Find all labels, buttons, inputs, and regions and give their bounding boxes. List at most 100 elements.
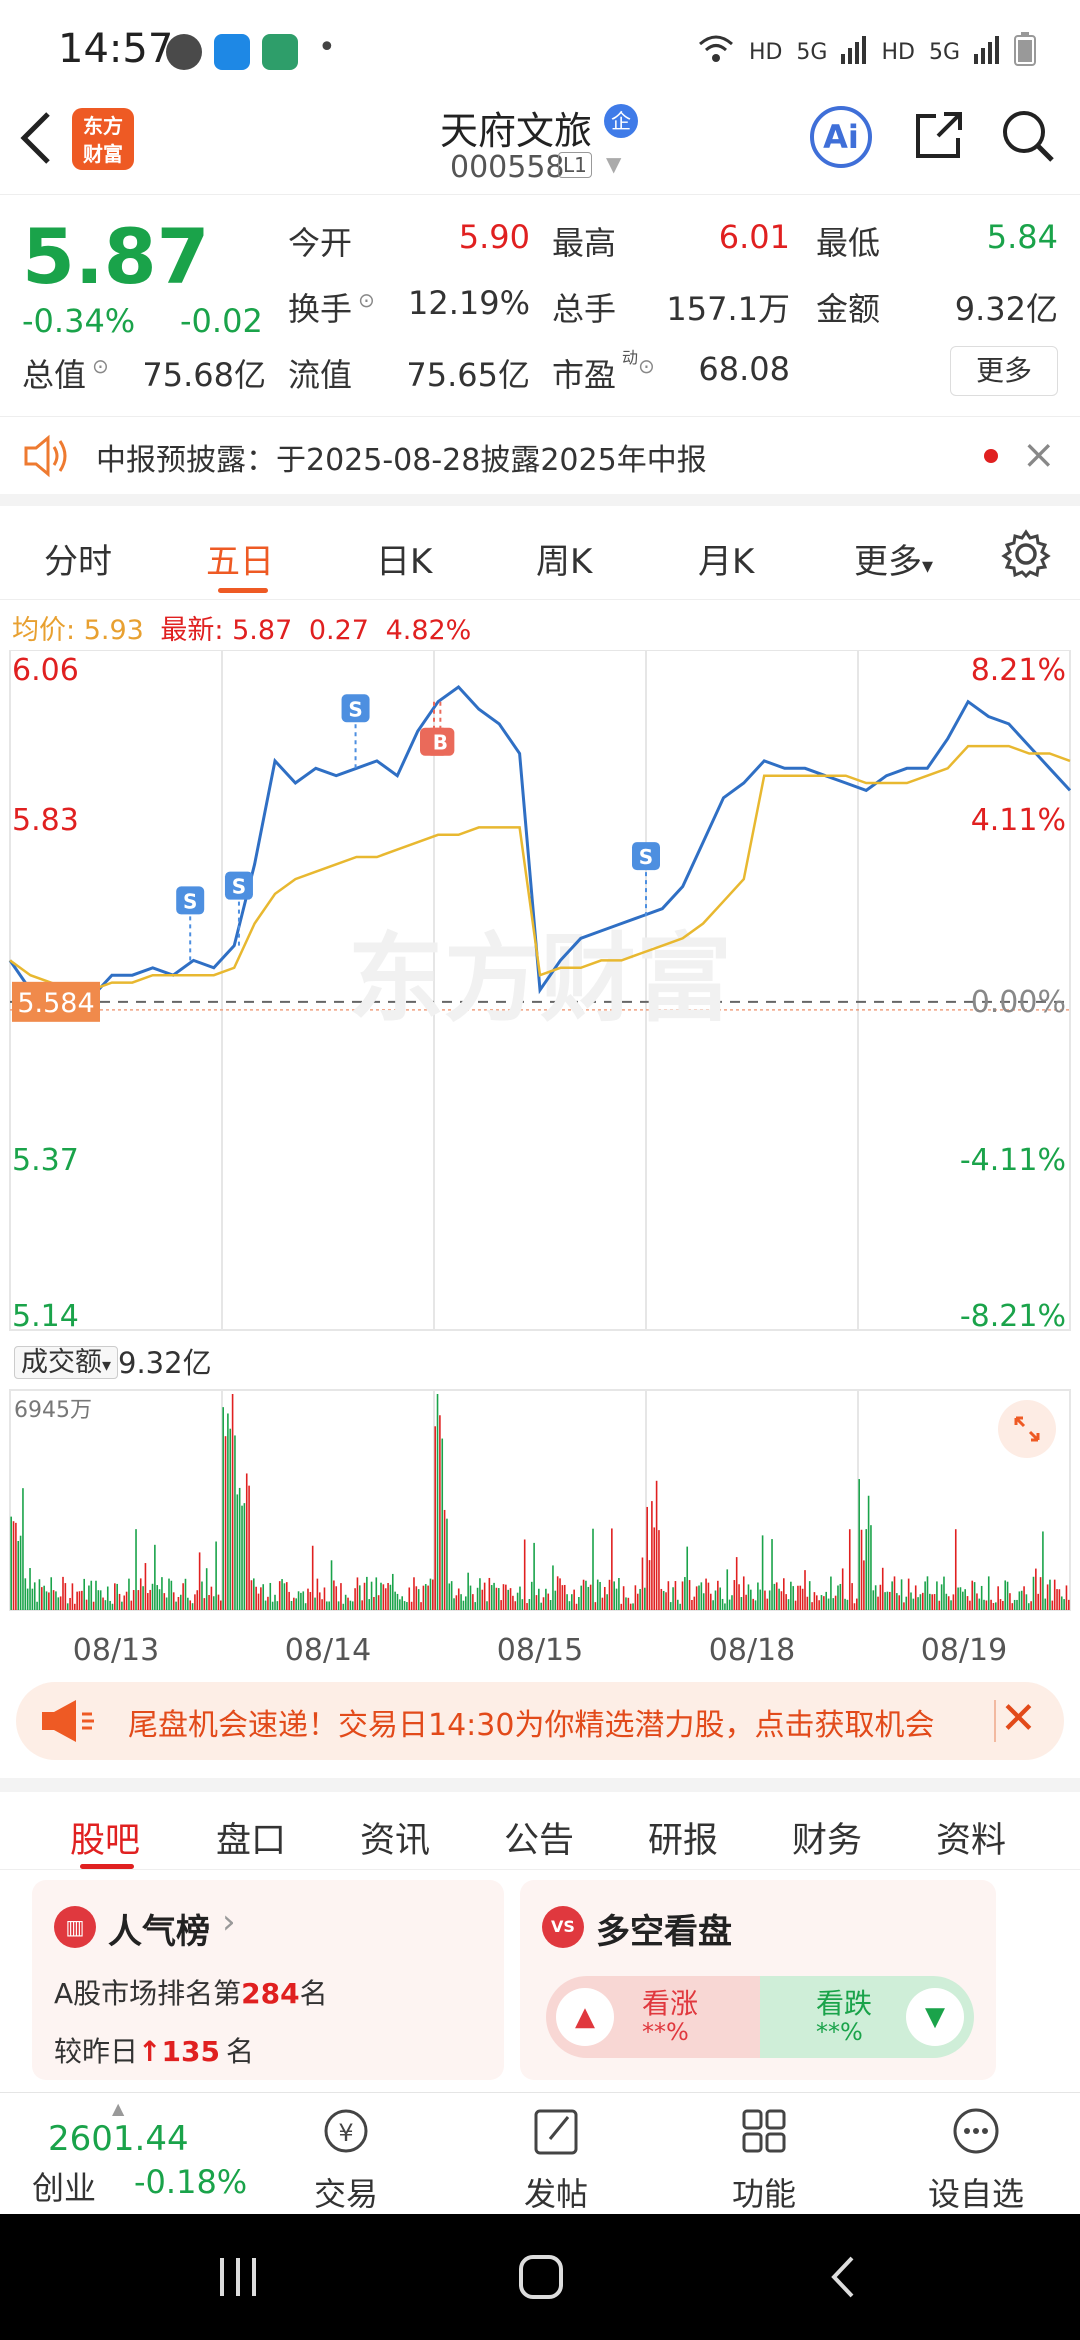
- volume-bar: [632, 1603, 634, 1610]
- info-icon[interactable]: ⊙: [358, 288, 375, 312]
- price-tag-box: [12, 981, 100, 1022]
- tab-daily-k[interactable]: 日K: [376, 542, 433, 582]
- volume-bar: [210, 1586, 213, 1610]
- bear-button[interactable]: 看跌 **% ▼: [760, 1976, 974, 2058]
- volume-bar: [285, 1582, 288, 1610]
- tab-order-book[interactable]: 盘口: [216, 1821, 287, 1861]
- back-button[interactable]: [16, 108, 76, 178]
- volume-bar: [830, 1576, 832, 1610]
- chevron-down-icon[interactable]: ▼: [606, 152, 622, 176]
- arrow-up-icon: ↑: [138, 2035, 162, 2068]
- nav-trade[interactable]: ¥ 交易: [276, 2103, 416, 2215]
- tab-announcements[interactable]: 公告: [504, 1821, 575, 1861]
- ai-assistant-button[interactable]: Ai: [810, 106, 872, 168]
- volume-bar: [156, 1585, 159, 1610]
- volume-bar: [163, 1593, 166, 1610]
- volume-bar: [655, 1480, 658, 1610]
- settings-gear-icon[interactable]: [1000, 528, 1052, 584]
- tab-financials[interactable]: 财务: [792, 1821, 863, 1861]
- volume-bar: [987, 1576, 990, 1610]
- volume-bar: [738, 1584, 740, 1610]
- tab-intraday[interactable]: 分时: [44, 542, 112, 582]
- volume-bar: [608, 1579, 611, 1610]
- x-tick-label: 08/13: [73, 1633, 159, 1668]
- volume-bar: [1006, 1581, 1009, 1610]
- volume-bar: [257, 1593, 260, 1610]
- network-5g-2: 5G: [928, 39, 960, 65]
- network-hd-2: HD: [881, 39, 915, 65]
- tab-research[interactable]: 研报: [648, 1821, 719, 1861]
- volume-bar: [118, 1593, 121, 1610]
- info-icon[interactable]: ⊙: [638, 354, 655, 378]
- buy-marker[interactable]: [426, 727, 455, 756]
- volume-bar: [547, 1593, 550, 1610]
- bull-button[interactable]: ▲ 看涨 **%: [546, 1976, 760, 2058]
- volume-bar: [151, 1583, 154, 1610]
- close-icon[interactable]: ✕: [1000, 1693, 1037, 1744]
- volume-bar: [439, 1415, 441, 1610]
- volume-bar: [1009, 1593, 1011, 1610]
- home-icon[interactable]: [516, 2252, 566, 2306]
- volume-type-dropdown[interactable]: 成交额▾: [14, 1346, 119, 1379]
- volume-bar: [71, 1583, 74, 1610]
- nav-post[interactable]: 发帖: [486, 2103, 626, 2215]
- volume-bar: [634, 1585, 637, 1610]
- sell-marker[interactable]: [632, 842, 660, 871]
- volume-bar: [314, 1597, 316, 1610]
- nav-add-watchlist[interactable]: 设自选: [906, 2103, 1046, 2215]
- tab-forum[interactable]: 股吧: [70, 1821, 141, 1861]
- volume-bar: [950, 1600, 952, 1610]
- volume-bar: [771, 1539, 773, 1610]
- bear-label: 看跌: [816, 1987, 873, 2020]
- nav-functions[interactable]: 功能: [694, 2103, 834, 2215]
- volume-bar: [691, 1599, 693, 1610]
- volume-bar: [978, 1598, 981, 1610]
- volume-bar: [243, 1503, 246, 1610]
- trade-marker-label: B: [433, 731, 448, 755]
- back-nav-icon[interactable]: [826, 2254, 860, 2304]
- volume-bar: [891, 1581, 893, 1610]
- volume-bar: [161, 1577, 163, 1610]
- volume-bar: [709, 1593, 712, 1610]
- volume-bar: [959, 1587, 962, 1610]
- close-icon[interactable]: ×: [1022, 432, 1056, 478]
- volume-bar: [361, 1600, 363, 1610]
- volume-bar: [735, 1557, 738, 1610]
- tab-monthly-k[interactable]: 月K: [698, 542, 755, 582]
- info-icon[interactable]: ⊙: [92, 354, 109, 378]
- stock-code[interactable]: 000558: [450, 150, 565, 185]
- recent-apps-icon[interactable]: [216, 2254, 260, 2304]
- popularity-card[interactable]: ▥ 人气榜 › A股市场排名第284名 较昨日↑135 名: [32, 1880, 504, 2080]
- promo-banner[interactable]: 尾盘机会速递！交易日14:30为你精选潜力股，点击获取机会 ✕: [16, 1682, 1064, 1760]
- more-quote-button[interactable]: 更多: [950, 346, 1058, 396]
- tab-five-day[interactable]: 五日: [206, 542, 274, 582]
- sell-marker[interactable]: [224, 871, 253, 900]
- nav-add-watchlist-label: 设自选: [927, 2175, 1024, 2213]
- tab-weekly-k[interactable]: 周K: [536, 542, 593, 582]
- volume-bar: [66, 1603, 69, 1610]
- volume-bar: [644, 1587, 646, 1610]
- stock-name[interactable]: 天府文旅: [440, 109, 593, 153]
- volume-bar: [898, 1595, 901, 1610]
- volume-max-label: 6945万: [14, 1398, 92, 1423]
- tab-more[interactable]: 更多▾: [854, 534, 933, 583]
- share-icon[interactable]: [908, 106, 968, 166]
- five-day-chart[interactable]: 东方财富 SSSBBS 6.065.835.5845.375.148.21%4.…: [0, 650, 1080, 1680]
- index-value: 2601.44: [48, 2119, 189, 2159]
- search-icon[interactable]: [998, 106, 1058, 166]
- volume-bar: [931, 1594, 933, 1610]
- unread-dot: [984, 449, 998, 463]
- volume-bar: [417, 1589, 420, 1610]
- volume-bar: [1042, 1531, 1044, 1610]
- tab-profile[interactable]: 资料: [936, 1821, 1007, 1861]
- expand-icon[interactable]: [998, 1400, 1056, 1458]
- sell-marker[interactable]: [176, 886, 205, 915]
- volume-bar: [351, 1601, 354, 1610]
- pe-value: 68.08: [698, 350, 790, 388]
- tab-news[interactable]: 资讯: [360, 1821, 431, 1861]
- volume-bar: [844, 1598, 846, 1610]
- volume-bar: [907, 1578, 910, 1610]
- sell-marker[interactable]: [341, 694, 370, 723]
- rank-change-line: 较昨日↑135 名: [54, 2030, 254, 2070]
- notice-bar[interactable]: 中报预披露：于2025-08-28披露2025年中报 ×: [0, 416, 1080, 506]
